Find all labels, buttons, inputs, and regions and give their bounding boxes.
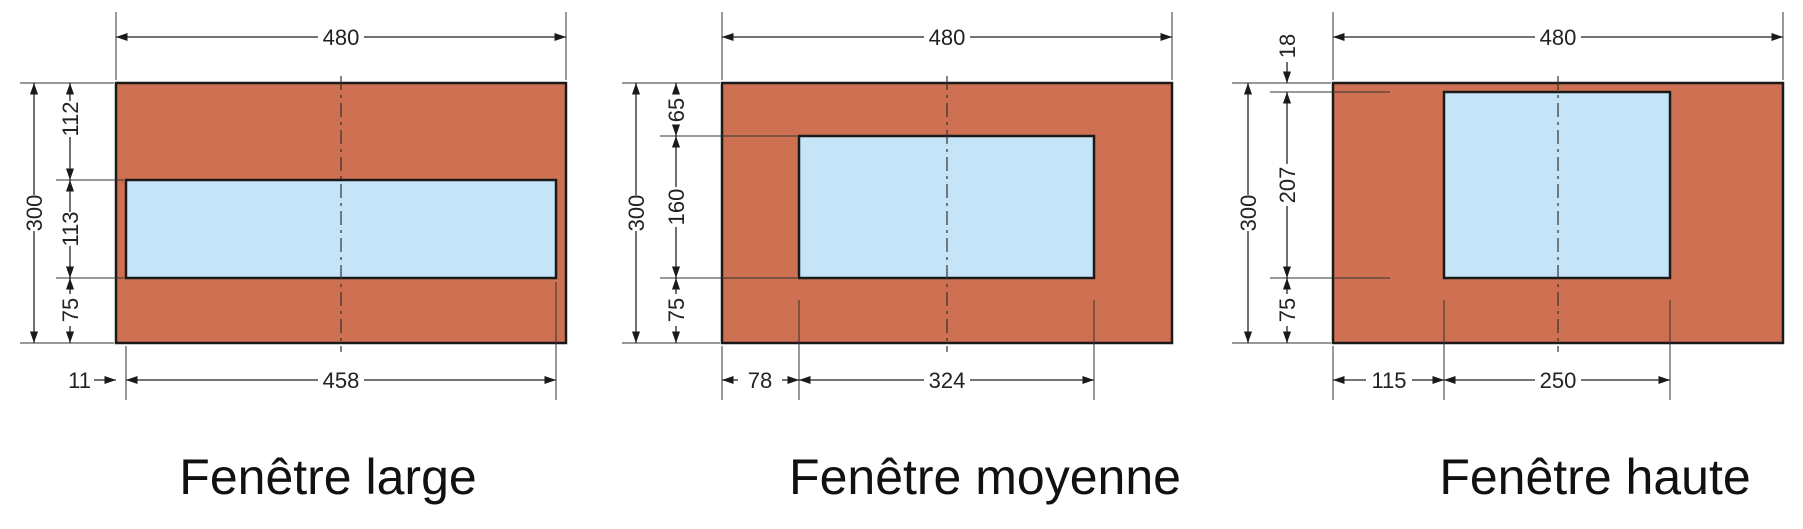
dim-width: 480 (929, 25, 966, 50)
dim-bottom: 75 (1275, 298, 1300, 322)
caption: Fenêtre haute (1439, 449, 1750, 505)
panel-fenetre-moyenne: 480 300 65 160 75 78 324 Fenêtre moyenne (622, 12, 1181, 505)
dim-window-height: 160 (664, 189, 689, 226)
dim-top: 65 (664, 98, 689, 122)
dim-height: 300 (22, 195, 47, 232)
dim-left: 11 (68, 368, 91, 393)
dim-left: 115 (1371, 368, 1406, 393)
dim-window-width: 458 (323, 368, 360, 393)
window-glass (1442, 90, 1672, 280)
dim-width: 480 (1540, 25, 1577, 50)
dim-window-height: 113 (58, 211, 83, 246)
dim-window-width: 250 (1540, 368, 1577, 393)
dim-left: 78 (748, 368, 772, 393)
dim-window-width: 324 (929, 368, 966, 393)
caption: Fenêtre large (179, 449, 476, 505)
panel-fenetre-large: 480 300 112 113 75 11 458 Fenêtre large (20, 12, 568, 505)
dim-height: 300 (624, 195, 649, 232)
dim-top: 18 (1275, 34, 1300, 58)
caption: Fenêtre moyenne (789, 449, 1181, 505)
dim-top: 112 (58, 101, 83, 136)
dim-bottom: 75 (58, 298, 83, 322)
dim-width: 480 (323, 25, 360, 50)
panel-fenetre-haute: 480 300 18 207 75 115 250 Fenêtre haute (1232, 12, 1785, 505)
dim-height: 300 (1236, 195, 1261, 232)
dim-bottom: 75 (664, 298, 689, 322)
dim-window-height: 207 (1275, 167, 1300, 204)
